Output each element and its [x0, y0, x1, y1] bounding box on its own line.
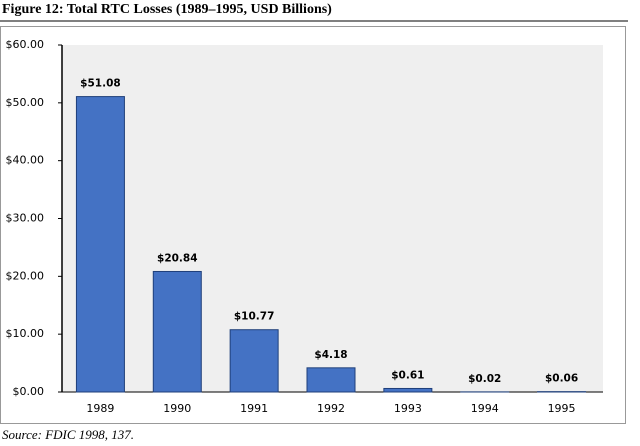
bar — [75, 96, 125, 393]
x-tick-label: 1993 — [394, 402, 422, 415]
value-label: $20.84 — [157, 252, 198, 264]
x-tick-label: 1994 — [471, 402, 499, 415]
y-tick-label: $50.00 — [6, 96, 45, 109]
y-tick-label: $0.00 — [13, 385, 45, 398]
plot-area — [62, 45, 603, 392]
value-label: $10.77 — [234, 311, 275, 323]
value-label: $0.61 — [391, 369, 424, 381]
bar — [306, 367, 356, 393]
y-tick-label: $60.00 — [6, 38, 45, 51]
x-tick-label: 1992 — [317, 402, 345, 415]
x-tick-label: 1995 — [548, 402, 576, 415]
y-tick-label: $10.00 — [6, 327, 45, 340]
value-label: $0.06 — [545, 373, 578, 385]
value-label: $51.08 — [80, 78, 121, 90]
bar — [152, 270, 202, 393]
bar — [229, 329, 279, 393]
x-tick-label: 1989 — [86, 402, 114, 415]
x-tick-label: 1990 — [163, 402, 191, 415]
chart-title: Figure 12: Total RTC Losses (1989–1995, … — [2, 2, 332, 17]
x-tick-label: 1991 — [240, 402, 268, 415]
value-label: $0.02 — [468, 373, 501, 385]
y-tick-label: $30.00 — [6, 212, 45, 225]
bar — [383, 387, 433, 393]
y-tick-label: $40.00 — [6, 154, 45, 167]
value-label: $4.18 — [314, 349, 347, 361]
y-tick-label: $20.00 — [6, 269, 45, 282]
source: Source: FDIC 1998, 137. — [2, 427, 134, 442]
